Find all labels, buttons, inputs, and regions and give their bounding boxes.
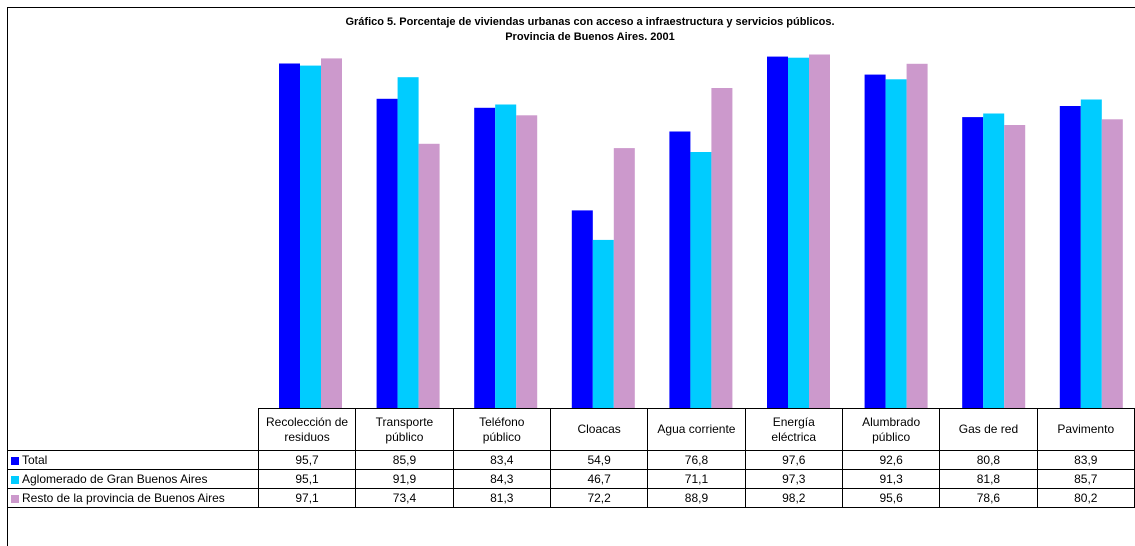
chart-frame bbox=[7, 7, 1135, 546]
bar-gba-4 bbox=[690, 152, 712, 408]
data-label: 76,8 bbox=[647, 450, 746, 470]
data-label: 84,3 bbox=[452, 469, 551, 489]
category-label: Transporte público bbox=[355, 408, 454, 451]
legend-label: Resto de la provincia de Buenos Aires bbox=[22, 491, 225, 505]
category-label: Agua corriente bbox=[647, 408, 746, 451]
bar-gba-8 bbox=[1080, 99, 1102, 408]
data-label: 92,6 bbox=[841, 450, 941, 470]
bar-total-4 bbox=[669, 131, 691, 408]
data-label: 80,2 bbox=[1036, 488, 1135, 508]
bar-gba-6 bbox=[885, 79, 907, 409]
bar-total-7 bbox=[962, 117, 984, 408]
data-label: 95,7 bbox=[257, 450, 357, 470]
bar-resto-6 bbox=[906, 63, 928, 409]
category-label: Pavimento bbox=[1036, 408, 1135, 451]
data-label: 46,7 bbox=[549, 469, 649, 489]
data-label: 97,1 bbox=[257, 488, 357, 508]
data-label: 95,6 bbox=[841, 488, 941, 508]
bar-gba-2 bbox=[495, 104, 517, 408]
legend-label: Total bbox=[22, 453, 48, 467]
chart-title-line-1: Gráfico 5. Porcentaje de viviendas urban… bbox=[345, 16, 835, 28]
data-label: 83,4 bbox=[452, 450, 551, 470]
category-label: Recolección de residuos bbox=[257, 408, 357, 451]
bar-resto-0 bbox=[321, 58, 342, 409]
data-label: 85,7 bbox=[1036, 469, 1135, 489]
data-label: 73,4 bbox=[355, 488, 454, 508]
legend-entry: Resto de la provincia de Buenos Aires bbox=[7, 488, 259, 508]
legend-entry: Total bbox=[7, 450, 259, 470]
category-label: Teléfono público bbox=[452, 408, 551, 451]
bar-gba-5 bbox=[788, 57, 809, 408]
table-row: Resto de la provincia de Buenos Aires 97,… bbox=[7, 488, 1135, 508]
bar-gba-7 bbox=[983, 113, 1005, 408]
legend-key bbox=[11, 494, 19, 503]
data-label: 88,9 bbox=[647, 488, 746, 508]
category-label: Energía eléctrica bbox=[744, 408, 843, 451]
category-label: Cloacas bbox=[549, 408, 649, 451]
legend-key bbox=[11, 456, 19, 465]
data-label: 97,6 bbox=[744, 450, 843, 470]
legend-key bbox=[11, 475, 19, 484]
chart-title: Gráfico 5. Porcentaje de viviendas urban… bbox=[200, 15, 980, 45]
data-table: Recolección de residuos Transporte público T… bbox=[7, 408, 1135, 508]
table-row: Aglomerado de Gran Buenos Aires 95,1 91,9 8… bbox=[7, 469, 1135, 489]
bar-gba-3 bbox=[592, 239, 614, 408]
bar-total-2 bbox=[474, 107, 496, 409]
data-label: 91,3 bbox=[841, 469, 941, 489]
data-label: 80,8 bbox=[939, 450, 1038, 470]
bar-total-5 bbox=[767, 56, 788, 408]
bar-chart bbox=[279, 54, 1123, 409]
table-row: Total 95,7 85,9 83,4 54,9 76,8 97,6 92,6 80,8 83,… bbox=[7, 450, 1135, 470]
bar-resto-2 bbox=[516, 115, 538, 409]
bar-total-0 bbox=[279, 63, 300, 408]
category-label: Alumbrado público bbox=[841, 408, 941, 451]
data-label: 91,9 bbox=[355, 469, 454, 489]
legend-entry: Aglomerado de Gran Buenos Aires bbox=[7, 469, 259, 489]
legend-label: Aglomerado de Gran Buenos Aires bbox=[22, 472, 208, 486]
bar-total-1 bbox=[376, 98, 398, 409]
bar-resto-8 bbox=[1101, 119, 1123, 409]
bar-total-6 bbox=[864, 74, 886, 408]
data-label: 71,1 bbox=[647, 469, 746, 489]
bar-total-8 bbox=[1059, 106, 1081, 408]
bar-resto-7 bbox=[1004, 125, 1026, 408]
data-label: 78,6 bbox=[939, 488, 1038, 508]
bar-resto-5 bbox=[809, 54, 830, 408]
data-label: 54,9 bbox=[549, 450, 649, 470]
table-corner bbox=[7, 408, 259, 451]
bar-gba-0 bbox=[300, 65, 321, 408]
data-label: 98,2 bbox=[744, 488, 843, 508]
data-label: 85,9 bbox=[355, 450, 454, 470]
data-label: 81,8 bbox=[939, 469, 1038, 489]
bar-resto-3 bbox=[613, 148, 635, 408]
data-label: 97,3 bbox=[744, 469, 843, 489]
chart-title-line-2: Provincia de Buenos Aires. 2001 bbox=[505, 31, 675, 43]
bar-total-3 bbox=[571, 210, 593, 408]
data-label: 83,9 bbox=[1036, 450, 1135, 470]
data-label: 81,3 bbox=[452, 488, 551, 508]
bar-resto-1 bbox=[418, 143, 440, 409]
category-label: Gas de red bbox=[939, 408, 1038, 451]
data-label: 95,1 bbox=[257, 469, 357, 489]
bar-gba-1 bbox=[397, 77, 419, 408]
bar-resto-4 bbox=[711, 88, 733, 408]
data-label: 72,2 bbox=[549, 488, 649, 508]
